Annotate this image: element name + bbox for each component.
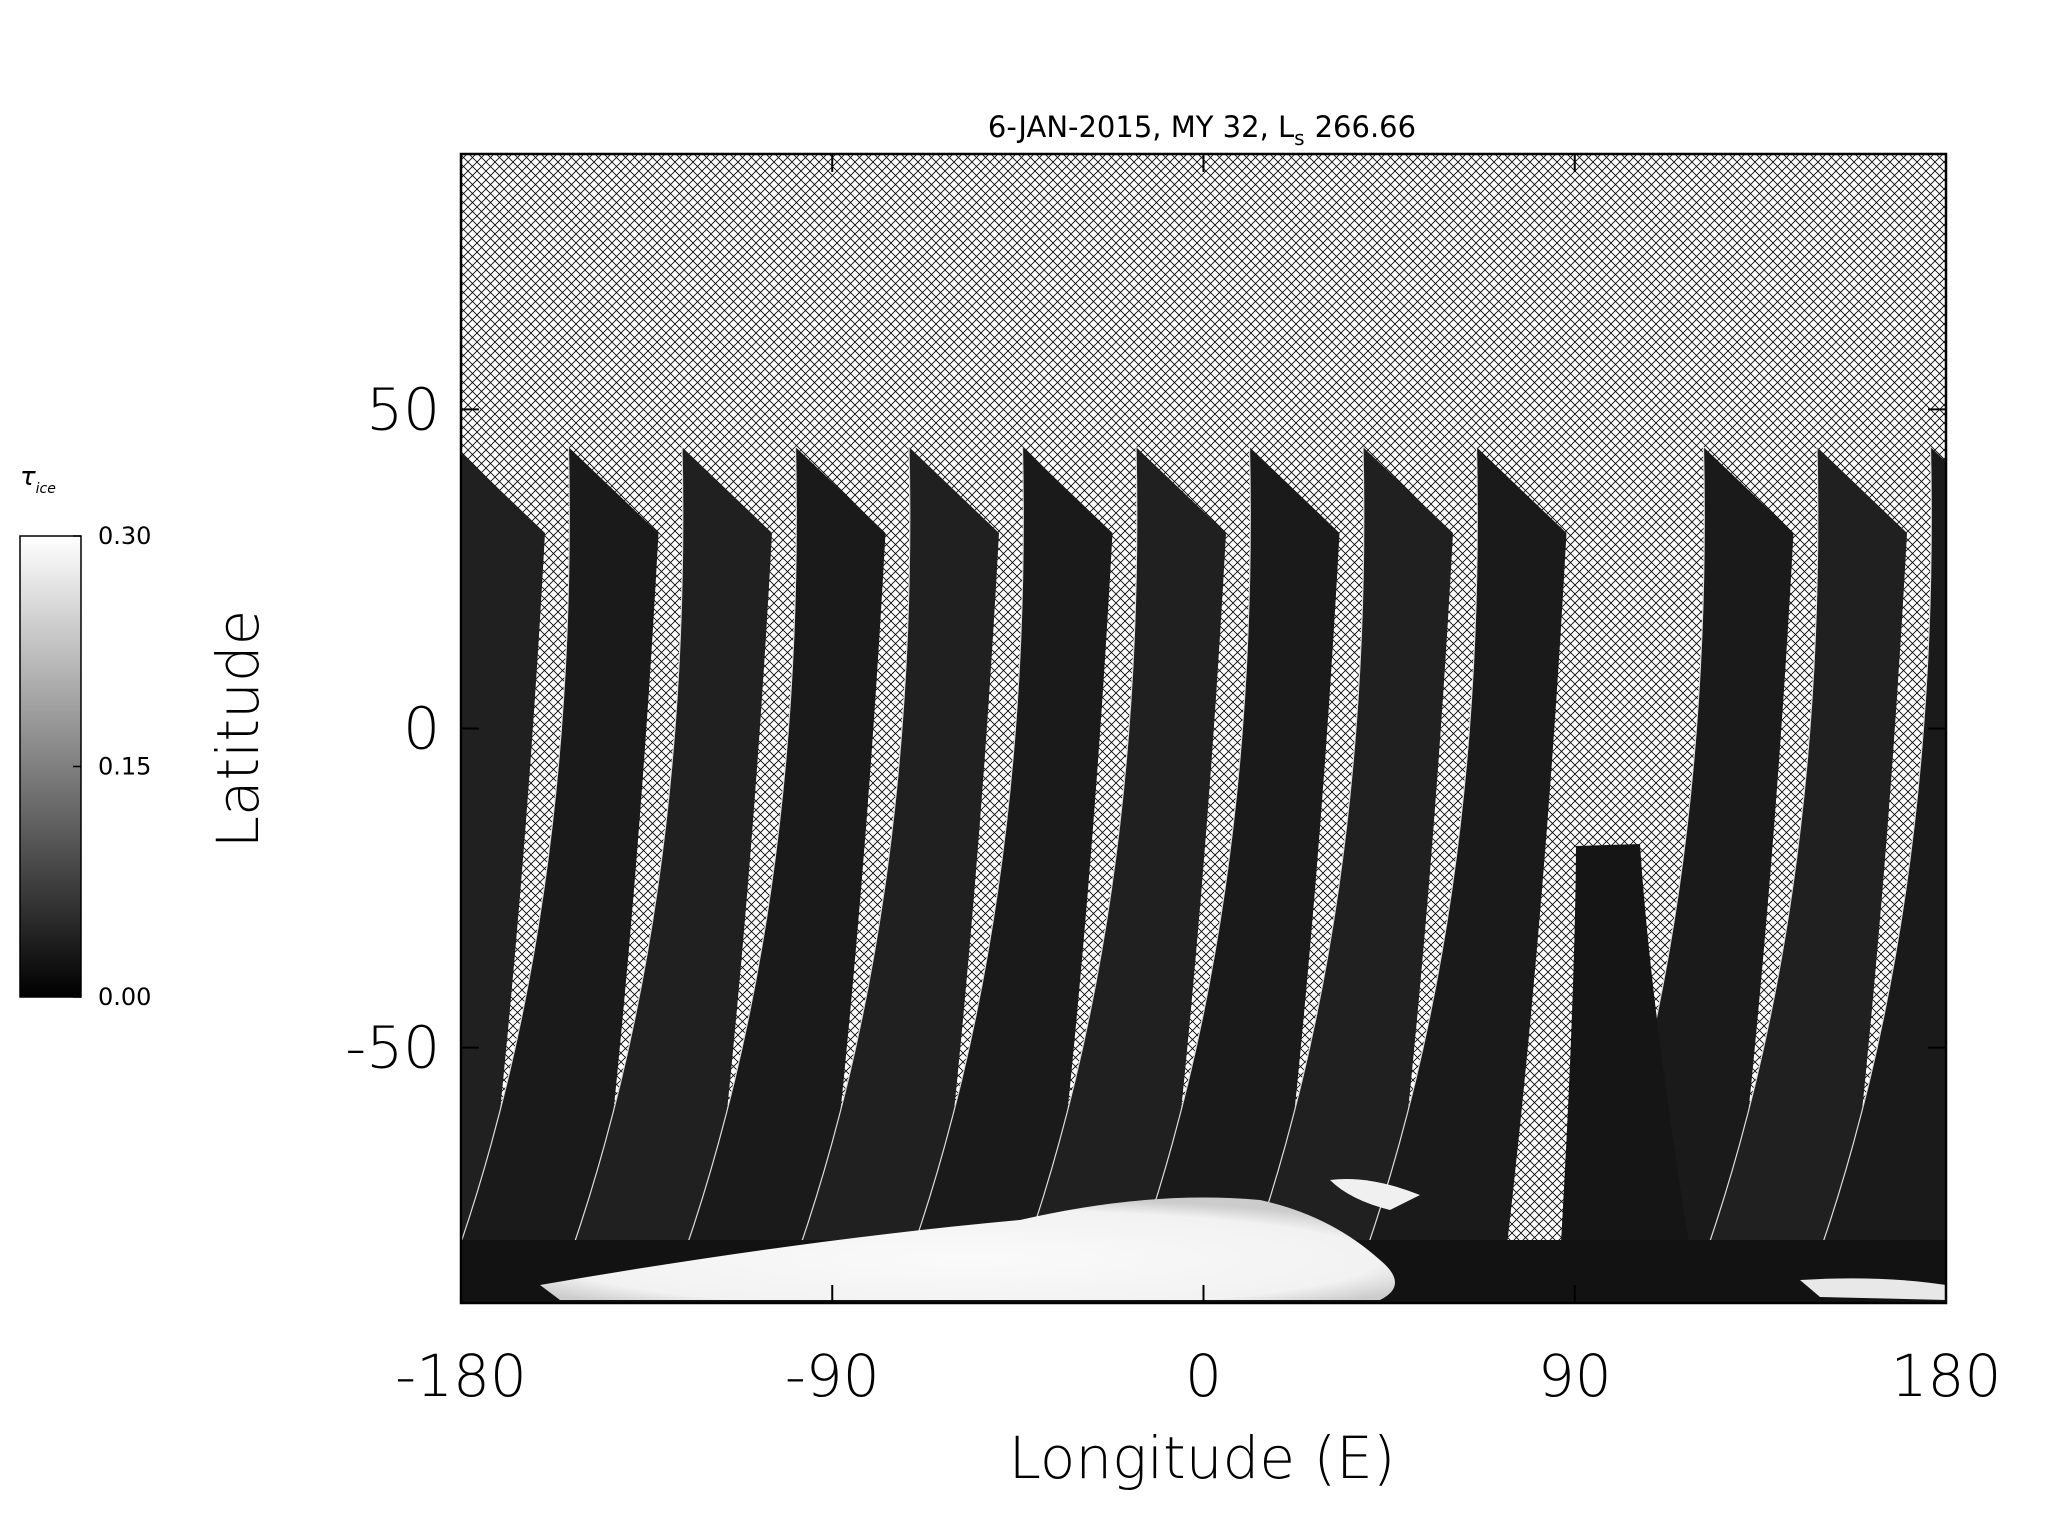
swath <box>685 447 886 1275</box>
polar-cap <box>1800 1278 1946 1300</box>
swath-edge <box>1025 446 1138 1251</box>
swath <box>1707 447 1907 1275</box>
x-axis-label: Longitude (E) <box>1009 1424 1396 1492</box>
swath <box>461 452 545 1259</box>
x-tick-label: 180 <box>1891 1342 2002 1410</box>
swath <box>461 447 659 1275</box>
x-tick-label: -90 <box>785 1342 880 1410</box>
swath-edge <box>1252 446 1365 1251</box>
swath-edge <box>345 447 456 1250</box>
swath-edge <box>684 446 797 1251</box>
swath-edge <box>1138 446 1251 1251</box>
swath <box>1366 447 1567 1275</box>
colorbar-tick-label: 0.30 <box>98 522 151 550</box>
x-tick-label: 90 <box>1538 1342 1612 1410</box>
swath <box>1139 447 1340 1275</box>
swath-edge <box>1819 446 1932 1251</box>
swath-edge <box>798 446 911 1251</box>
swath <box>1026 447 1226 1275</box>
colorbar-label: τice <box>20 462 56 497</box>
swaths <box>345 446 1946 1303</box>
swath-edge <box>1706 446 1819 1251</box>
swath <box>1820 447 1946 1275</box>
swath <box>1253 447 1453 1275</box>
swath-edge <box>571 446 684 1251</box>
swath <box>572 447 772 1275</box>
swath-edge <box>911 446 1024 1251</box>
polar-cap <box>540 1197 1395 1300</box>
map-area <box>345 152 1948 1305</box>
swath <box>1593 447 1794 1275</box>
polar-cap <box>1330 1179 1420 1210</box>
y-tick-label: -50 <box>345 1014 440 1082</box>
swath-edge <box>1365 446 1478 1251</box>
swath-edge <box>461 446 570 1245</box>
chart-title: 6-JAN-2015, MY 32, Ls 266.66 <box>988 110 1416 150</box>
swath <box>912 447 1113 1275</box>
swath <box>1560 844 1690 1260</box>
colorbar <box>19 535 82 998</box>
y-tick-label: 0 <box>403 695 440 763</box>
x-tick-label: 0 <box>1185 1342 1222 1410</box>
x-tick-label: -180 <box>395 1342 527 1410</box>
y-axis-label: Latitude <box>204 610 272 849</box>
colorbar-tick-label: 0.00 <box>98 983 151 1011</box>
colorbar-tick-label: 0.15 <box>98 753 151 781</box>
swath <box>799 447 999 1275</box>
y-tick-label: 50 <box>366 375 440 443</box>
